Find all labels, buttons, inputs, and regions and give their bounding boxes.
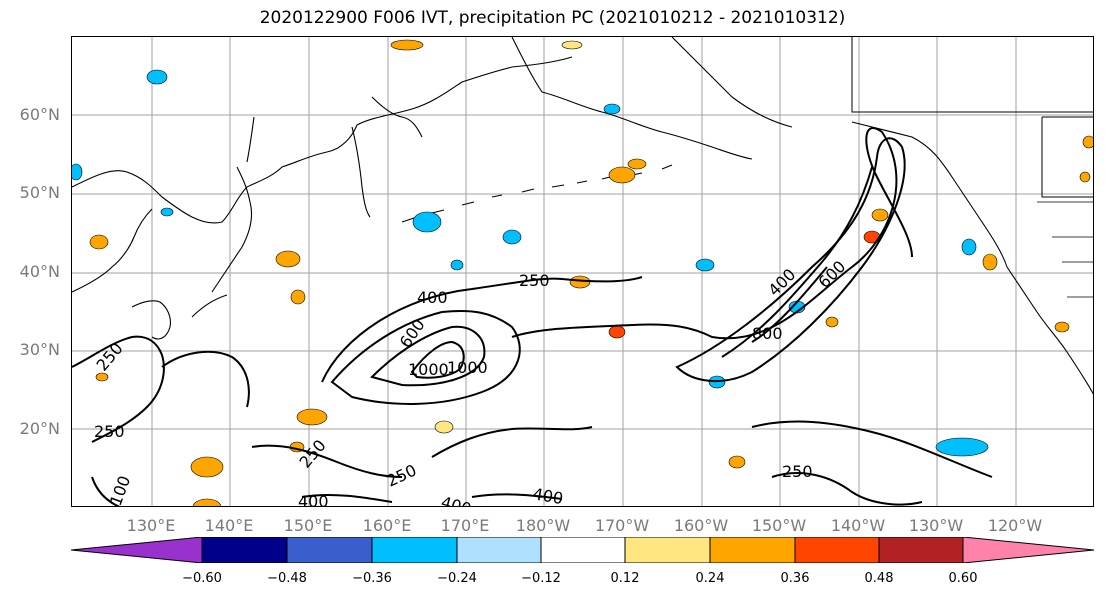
lat-label-40n: 40°N	[19, 262, 60, 281]
contour-label: 250	[94, 422, 125, 441]
colorbar-segment-2	[286, 537, 373, 563]
lat-label-30n: 30°N	[19, 340, 60, 359]
colorbar-tick: −0.36	[352, 571, 392, 586]
lon-label: 150°W	[751, 516, 807, 535]
contour-label: 400	[531, 484, 564, 507]
colorbar-segment-7	[709, 537, 796, 563]
contour-label: 800	[752, 324, 783, 343]
contour-label: 400	[417, 288, 448, 307]
colorbar-tick: 0.24	[695, 571, 725, 586]
contour-label: 250	[519, 271, 550, 290]
lon-label: 170°E	[440, 516, 490, 535]
colorbar-segment-9	[878, 537, 964, 563]
lon-label: 140°W	[830, 516, 886, 535]
contour-label: 1000	[447, 358, 488, 377]
contour-label: 400	[439, 493, 473, 507]
lon-label: 130°E	[126, 516, 176, 535]
contour-label: 250	[782, 462, 813, 481]
colorbar-segment-0	[71, 537, 203, 563]
colorbar-tick: −0.48	[267, 571, 307, 586]
contour-label: 250	[384, 460, 420, 490]
colorbar-segment-4	[456, 537, 542, 563]
lat-label-20n: 20°N	[19, 419, 60, 438]
lat-label-60n: 60°N	[19, 105, 60, 124]
colorbar-segment-10	[962, 537, 1094, 563]
contour-label: 400	[298, 492, 329, 507]
contour-label: 1000	[408, 360, 449, 379]
coastlines	[72, 37, 1093, 395]
colorbar-tick: −0.24	[437, 571, 477, 586]
colorbar-segment-6	[624, 537, 711, 563]
colorbar-tick: −0.12	[521, 571, 561, 586]
colorbar	[71, 537, 1094, 563]
contour-label: 250	[93, 339, 127, 375]
lon-label: 150°E	[283, 516, 333, 535]
colorbar-tick: 0.12	[610, 571, 640, 586]
lon-label: 160°W	[673, 516, 729, 535]
colorbar-segment-3	[371, 537, 458, 563]
lon-label: 160°E	[362, 516, 412, 535]
colorbar-segment-8	[794, 537, 880, 563]
lon-label: 120°W	[987, 516, 1043, 535]
contour-label: 600	[814, 257, 849, 292]
colorbar-tick: 0.36	[780, 571, 810, 586]
lat-label-50n: 50°N	[19, 183, 60, 202]
lon-label: 130°W	[908, 516, 964, 535]
lon-label: 170°W	[594, 516, 650, 535]
precip-anomalies	[72, 39, 1093, 506]
colorbar-tick: −0.60	[182, 571, 222, 586]
lon-label: 140°E	[204, 516, 254, 535]
contour-label: 250	[296, 436, 330, 472]
colorbar-segment-5	[540, 537, 626, 563]
map-title: 2020122900 F006 IVT, precipitation PC (2…	[259, 8, 846, 28]
contour-label: 100	[106, 473, 134, 507]
colorbar-tick: 0.48	[864, 571, 894, 586]
colorbar-tick: 0.60	[948, 571, 978, 586]
map-canvas: 250 250 250 250 250 250 400 400 400 400 …	[72, 37, 1093, 507]
lon-label: 180°W	[515, 516, 571, 535]
colorbar-segment-1	[201, 537, 288, 563]
ivt-contours	[72, 127, 993, 506]
map-panel: 250 250 250 250 250 250 400 400 400 400 …	[71, 36, 1094, 507]
contour-label: 600	[396, 315, 429, 351]
